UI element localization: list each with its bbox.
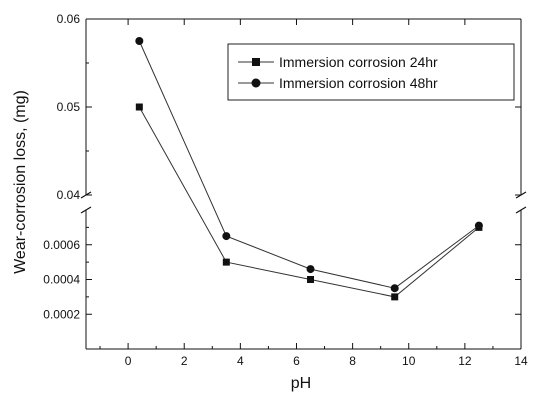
series-layer: [135, 37, 483, 301]
data-point-48hr: [390, 284, 399, 293]
legend: Immersion corrosion 24hr Immersion corro…: [227, 43, 515, 101]
x-axis-ticks: 0 2 4 6 8 10 12 14: [99, 19, 528, 368]
y-tick-label: 0.0006: [43, 238, 80, 252]
break-mark-left-lower: [80, 206, 92, 214]
y-tick-label: 0.05: [57, 100, 81, 114]
data-point-24hr: [307, 276, 315, 283]
x-tick-label: 4: [237, 354, 244, 368]
y-axis-title: Wear-corrosion loss, (mg): [12, 90, 29, 274]
legend-box: [227, 43, 515, 101]
x-axis-title: pH: [291, 375, 311, 392]
data-point-24hr: [135, 103, 143, 111]
break-mark-right-lower: [515, 206, 527, 214]
y-tick-label: 0.04: [57, 188, 81, 202]
axis-break-marks: [80, 191, 527, 214]
data-point-48hr: [474, 221, 483, 230]
legend-label-24hr: Immersion corrosion 24hr: [279, 54, 438, 70]
legend-label-48hr: Immersion corrosion 48hr: [279, 75, 438, 91]
data-point-48hr: [306, 265, 315, 274]
x-tick-label: 8: [349, 354, 356, 368]
x-tick-label: 2: [181, 354, 188, 368]
x-tick-label: 0: [125, 354, 132, 368]
data-point-24hr: [222, 258, 230, 266]
x-tick-label: 12: [458, 354, 472, 368]
data-point-24hr: [391, 293, 399, 301]
data-point-48hr: [135, 37, 144, 45]
y-axis-ticks: 0.04 0.05 0.06 0.0002 0.0004 0.0006: [43, 12, 521, 321]
legend-marker-square: [252, 58, 260, 66]
legend-marker-circle: [251, 78, 261, 88]
y-tick-label: 0.06: [57, 12, 81, 26]
x-tick-label: 6: [293, 354, 300, 368]
y-tick-label: 0.0004: [43, 273, 80, 287]
x-tick-label: 10: [402, 354, 416, 368]
y-tick-label: 0.0002: [43, 307, 80, 321]
x-tick-label: 14: [514, 354, 528, 368]
data-point-48hr: [222, 232, 231, 241]
